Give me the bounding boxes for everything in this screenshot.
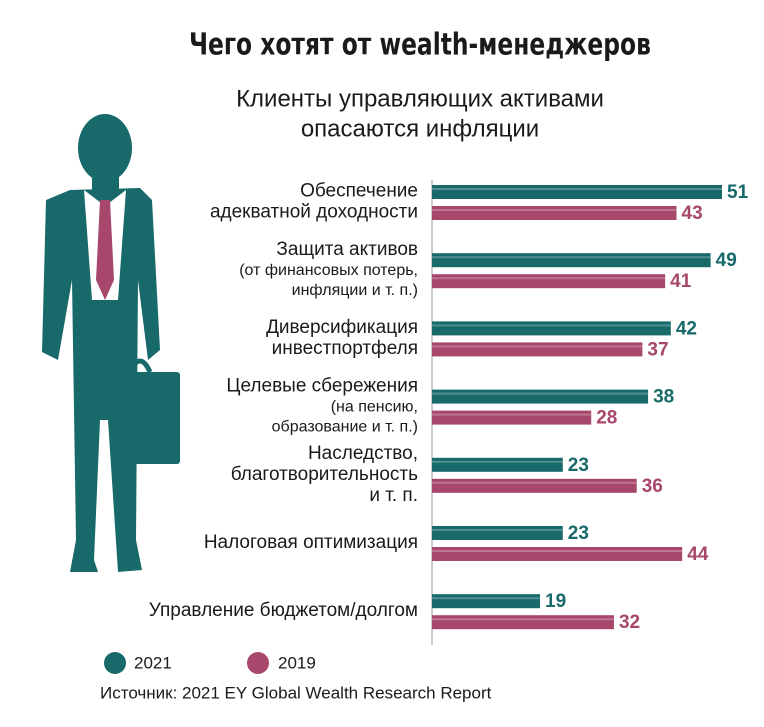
value-label: 41	[670, 271, 692, 292]
bar-highlight	[432, 550, 683, 552]
value-label: 19	[545, 591, 566, 612]
category-label: Обеспечение	[300, 181, 418, 202]
category-label: Налоговая оптимизация	[204, 532, 418, 553]
category-label: благотворительность	[231, 464, 418, 485]
silhouette	[42, 114, 180, 572]
value-label: 28	[596, 408, 617, 429]
bar	[432, 389, 649, 404]
bar	[432, 274, 666, 289]
subtitle: Клиенты управляющих активами	[236, 85, 604, 112]
bar	[432, 615, 614, 630]
bar	[432, 253, 711, 268]
category-label: Наследство,	[308, 443, 418, 464]
bar	[432, 206, 677, 220]
source: Источник: 2021 EY Global Wealth Research…	[100, 683, 492, 702]
bar-highlight	[432, 188, 722, 190]
category-label: и т. п.	[369, 485, 418, 506]
value-label: 36	[642, 476, 663, 497]
category-label: адекватной доходности	[210, 202, 418, 223]
value-label: 23	[568, 523, 589, 544]
bar	[432, 410, 592, 425]
bar-highlight	[432, 277, 666, 280]
bar	[432, 594, 541, 609]
bar-highlight	[432, 392, 649, 395]
bar-highlight	[432, 209, 677, 211]
value-label: 51	[727, 182, 749, 203]
value-label: 42	[676, 318, 697, 339]
bar-highlight	[432, 256, 711, 259]
category-label: инвестпортфеля	[272, 338, 418, 359]
bar-highlight	[432, 597, 541, 600]
bar	[432, 547, 683, 561]
legend-marker	[104, 652, 126, 674]
category-label: Диверсификация	[266, 317, 418, 338]
bar-highlight	[432, 529, 563, 531]
bar-highlight	[432, 413, 592, 416]
legend-marker	[247, 652, 269, 674]
bar	[432, 185, 722, 199]
bar-highlight	[432, 345, 643, 348]
subtitle: опасаются инфляции	[301, 115, 539, 142]
category-label: (на пенсию,	[331, 398, 418, 415]
bar	[432, 478, 637, 493]
bar	[432, 526, 563, 540]
chart-title: Чего хотят от wealth-менеджеров	[189, 28, 651, 63]
category-label: Защита активов	[276, 239, 418, 260]
value-label: 38	[653, 387, 674, 408]
value-label: 49	[716, 250, 737, 271]
category-label: Целевые сбережения	[226, 376, 418, 397]
bar-highlight	[432, 460, 563, 463]
bar-highlight	[432, 324, 671, 327]
legend-label: 2019	[278, 653, 316, 672]
category-label: Управление бюджетом/долгом	[149, 600, 418, 621]
bar-highlight	[432, 618, 614, 621]
value-label: 37	[647, 339, 668, 360]
category-label: (от финансовых потерь,	[239, 262, 418, 279]
shirt	[84, 190, 126, 300]
bar	[432, 321, 671, 336]
category-label: образование и т. п.)	[272, 418, 418, 435]
value-label: 23	[568, 455, 589, 476]
bar	[432, 342, 643, 357]
value-label: 43	[682, 203, 703, 224]
value-label: 44	[687, 544, 709, 565]
bar-highlight	[432, 481, 637, 484]
bar	[432, 457, 563, 472]
value-label: 32	[619, 612, 640, 633]
category-label: инфляции и т. п.)	[292, 282, 418, 299]
legend-label: 2021	[134, 653, 172, 672]
